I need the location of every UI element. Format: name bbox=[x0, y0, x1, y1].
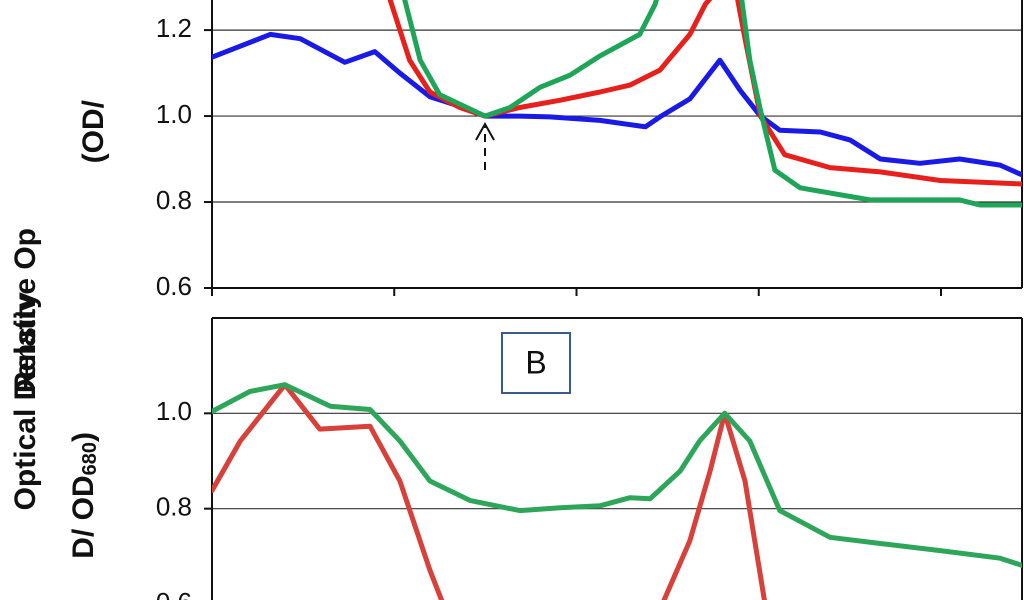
y-tick-label: 0.6 bbox=[156, 587, 192, 600]
data-line bbox=[212, 31, 1022, 178]
y-tick-label: 0.8 bbox=[156, 185, 192, 215]
y-axis-label: Relative Op bbox=[9, 228, 42, 393]
y-axis-label: (OD/ bbox=[77, 99, 110, 163]
data-line bbox=[387, 0, 1022, 187]
arrow-annotation bbox=[475, 121, 495, 170]
annotation-box bbox=[501, 332, 571, 394]
y-axis-label: D/ OD680) bbox=[67, 432, 101, 559]
y-axis-label-part: D/ OD bbox=[67, 475, 100, 558]
y-tick-label: 1.0 bbox=[156, 396, 192, 426]
annotation: B bbox=[525, 344, 546, 380]
y-tick-label: 0.6 bbox=[156, 271, 192, 301]
y-axis-label-part: (OD/ bbox=[77, 99, 110, 163]
y-axis-label-part: ) bbox=[67, 432, 100, 442]
y-axis-label-part: 680 bbox=[79, 442, 101, 475]
data-line bbox=[212, 382, 767, 600]
y-tick-label: 1.2 bbox=[156, 13, 192, 43]
data-line bbox=[212, 382, 1022, 568]
y-tick-label: 1.0 bbox=[156, 99, 192, 129]
y-axis-label: Optical Density bbox=[9, 292, 42, 511]
data-line bbox=[402, 0, 1022, 208]
y-tick-label: 0.8 bbox=[156, 492, 192, 522]
